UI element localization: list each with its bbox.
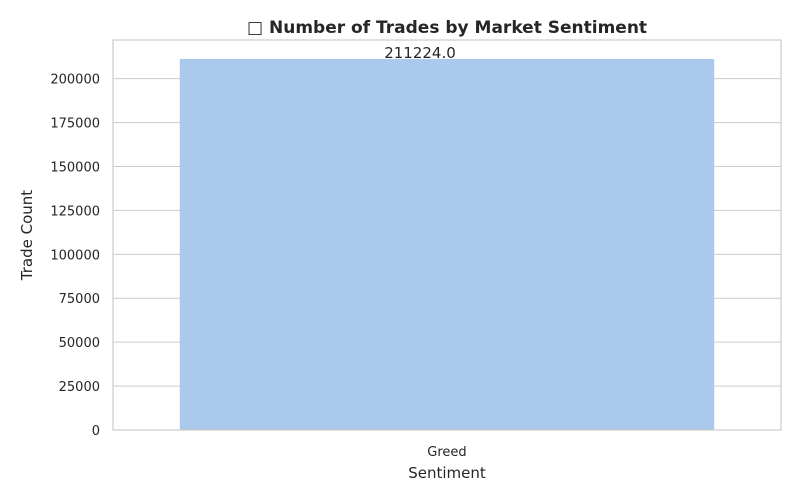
- y-tick-label: 50000: [59, 336, 100, 351]
- title-icon: □: [247, 18, 263, 38]
- y-tick-label: 200000: [50, 73, 100, 88]
- plot-frame: [112, 39, 782, 431]
- y-tick-label: 125000: [50, 204, 100, 219]
- y-tick-label: 100000: [50, 248, 100, 263]
- bars: [179, 58, 715, 430]
- x-axis-ticks: Greed: [427, 445, 466, 460]
- y-tick-label: 150000: [50, 160, 100, 175]
- data-labels: 211224.0: [384, 44, 456, 62]
- bar-value-label: 211224.0: [384, 44, 456, 62]
- y-tick-label: 75000: [59, 292, 100, 307]
- bar-greed: [179, 58, 715, 430]
- y-tick-label: 0: [92, 424, 100, 439]
- chart-title: □ Number of Trades by Market Sentiment: [247, 18, 647, 38]
- title-text: Number of Trades by Market Sentiment: [269, 18, 647, 38]
- x-tick-label: Greed: [427, 445, 466, 460]
- y-tick-label: 175000: [50, 117, 100, 132]
- y-axis-label: Trade Count: [18, 190, 36, 281]
- y-tick-label: 25000: [59, 380, 100, 395]
- x-axis-label: Sentiment: [408, 464, 486, 482]
- y-axis-ticks: 0 25000 50000 75000 100000 125000 150000 175000…: [50, 73, 100, 439]
